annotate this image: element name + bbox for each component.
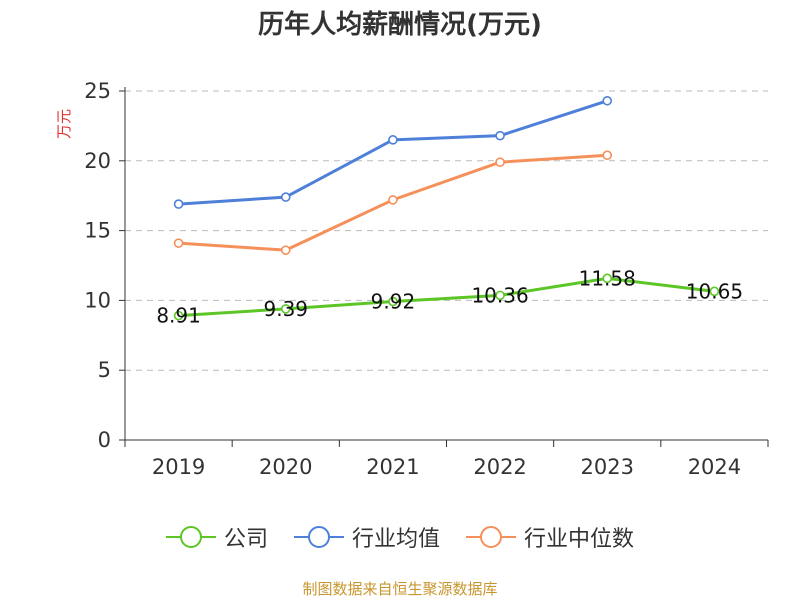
legend-label: 公司 [223,527,268,552]
data-point [495,157,505,167]
x-tick-label: 2019 [152,455,205,479]
data-point [602,273,613,284]
grid-lines [125,90,768,371]
y-axis-label: 万元 [55,109,73,139]
legend: 公司 行业均值 行业中位数 [0,519,800,555]
y-tick-label: 25 [84,79,111,103]
data-label: 8.91 [156,304,201,328]
legend-label: 行业中位数 [524,527,635,552]
data-label: 10.65 [686,279,743,303]
legend-marker-icon [293,526,344,548]
data-label: 11.58 [579,266,636,290]
x-tick-label: 2024 [688,455,741,479]
data-point [173,238,184,248]
data-point [173,199,184,209]
data-point [173,310,184,321]
data-label: 9.39 [263,297,308,321]
data-point [388,135,398,145]
series-line [178,276,715,318]
y-tick-label: 0 [98,428,111,452]
data-point [602,150,613,161]
y-tick-label: 15 [84,219,111,243]
series-line [178,99,608,206]
data-point [280,304,291,314]
data-point [280,192,291,202]
data-point [495,290,505,301]
legend-item[interactable]: 行业均值 [293,521,440,553]
data-label: 9.92 [371,290,416,314]
x-tick-label: 2020 [259,455,312,479]
x-tick-label: 2022 [473,455,526,479]
y-tick-label: 5 [98,358,111,382]
data-labels: 8.91 9.39 9.92 10.36 11.58 10.65 [156,266,743,327]
legend-marker-icon [165,526,216,548]
chart-title: 历年人均薪酬情况(万元) [258,10,542,40]
data-label: 10.36 [471,283,528,307]
data-point [388,195,398,205]
source-note: 制图数据来自恒生聚源数据库 [302,580,498,598]
data-point [280,245,291,255]
y-tick-label: 10 [84,288,111,312]
data-point [709,286,720,297]
legend-item[interactable]: 行业中位数 [466,521,634,553]
legend-marker-icon [466,526,516,548]
data-point [495,130,505,141]
data-point [388,296,398,307]
x-tick-label: 2021 [366,455,419,479]
y-tick-label: 20 [84,149,111,173]
x-tick-label: 2023 [581,455,634,479]
axes: 0 5 10 15 20 25 2019 2020 2021 2022 2023 2024 [84,79,769,479]
legend-label: 行业均值 [351,527,440,552]
legend-item[interactable]: 公司 [165,521,268,553]
data-point [602,95,613,106]
series-lines [173,95,720,321]
